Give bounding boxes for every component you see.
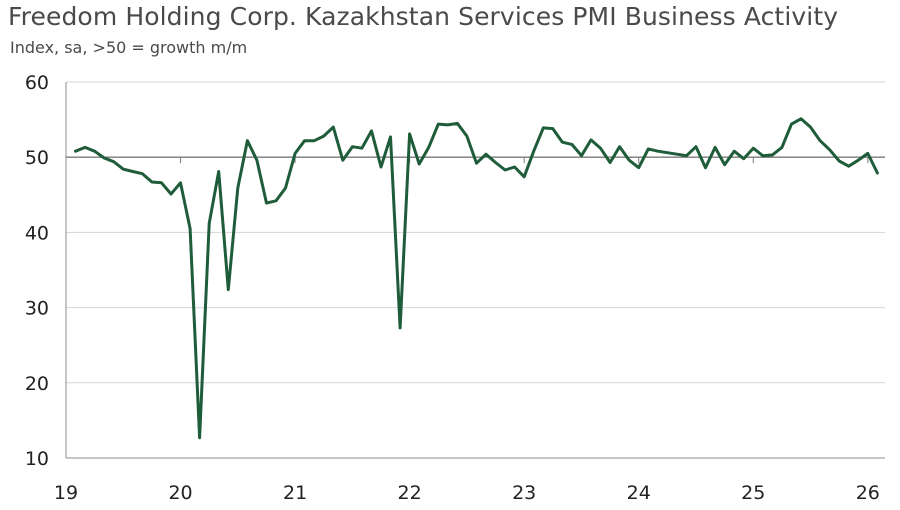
x-tick-label-22: 22 [398, 482, 422, 504]
y-tick-label-10: 10 [25, 448, 49, 470]
x-tick-label-19: 19 [54, 482, 78, 504]
x-tick-label-25: 25 [741, 482, 765, 504]
chart-title: Freedom Holding Corp. Kazakhstan Service… [8, 2, 839, 31]
x-tick-label-26: 26 [856, 482, 880, 504]
x-tick-label-24: 24 [627, 482, 651, 504]
x-tick-label-21: 21 [283, 482, 307, 504]
y-tick-label-40: 40 [25, 222, 49, 244]
y-tick-label-60: 60 [25, 72, 49, 94]
y-tick-label-30: 30 [25, 298, 49, 320]
series-line-0 [74, 117, 879, 440]
y-tick-label-20: 20 [25, 373, 49, 395]
x-tick-label-23: 23 [512, 482, 536, 504]
chart-subtitle: Index, sa, >50 = growth m/m [10, 38, 248, 57]
x-tick-label-20: 20 [168, 482, 192, 504]
y-tick-label-50: 50 [25, 147, 49, 169]
